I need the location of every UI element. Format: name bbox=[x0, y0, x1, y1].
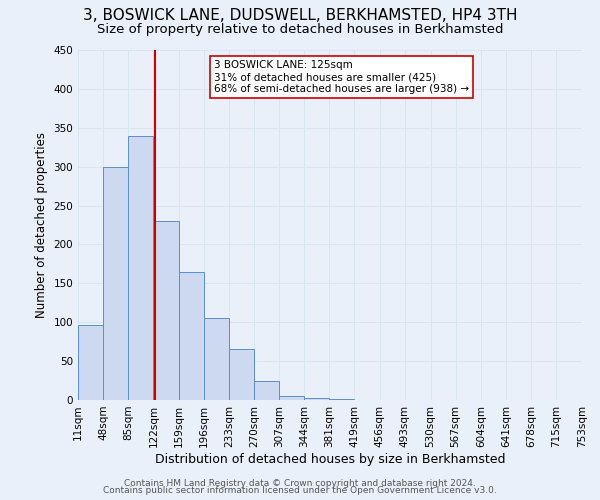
Text: Contains HM Land Registry data © Crown copyright and database right 2024.: Contains HM Land Registry data © Crown c… bbox=[124, 478, 476, 488]
Bar bbox=[329, 399, 355, 400]
Bar bbox=[154, 221, 179, 400]
Bar bbox=[203, 318, 229, 400]
Text: 3, BOSWICK LANE, DUDSWELL, BERKHAMSTED, HP4 3TH: 3, BOSWICK LANE, DUDSWELL, BERKHAMSTED, … bbox=[83, 8, 517, 22]
Bar bbox=[304, 398, 329, 400]
Text: 3 BOSWICK LANE: 125sqm
31% of detached houses are smaller (425)
68% of semi-deta: 3 BOSWICK LANE: 125sqm 31% of detached h… bbox=[214, 60, 469, 94]
Bar bbox=[128, 136, 154, 400]
Bar bbox=[78, 324, 103, 400]
Bar bbox=[179, 272, 203, 400]
Y-axis label: Number of detached properties: Number of detached properties bbox=[35, 132, 48, 318]
Bar bbox=[103, 166, 128, 400]
Bar bbox=[254, 380, 279, 400]
Text: Size of property relative to detached houses in Berkhamsted: Size of property relative to detached ho… bbox=[97, 22, 503, 36]
Text: Contains public sector information licensed under the Open Government Licence v3: Contains public sector information licen… bbox=[103, 486, 497, 495]
Bar bbox=[229, 350, 254, 400]
X-axis label: Distribution of detached houses by size in Berkhamsted: Distribution of detached houses by size … bbox=[155, 452, 505, 466]
Bar bbox=[279, 396, 304, 400]
